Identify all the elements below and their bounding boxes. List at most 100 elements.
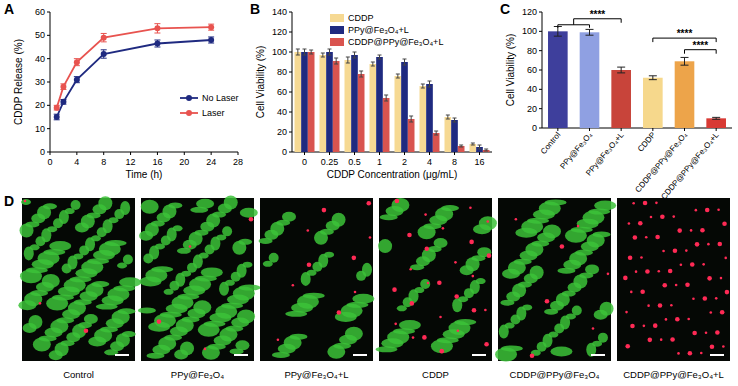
cell-dead bbox=[410, 301, 415, 306]
error-cap bbox=[353, 58, 357, 59]
cell-dead bbox=[625, 344, 630, 349]
error-bar bbox=[296, 49, 300, 55]
bar bbox=[451, 120, 458, 152]
bar bbox=[401, 62, 408, 152]
error-bar bbox=[309, 50, 313, 54]
significance-bracket bbox=[558, 19, 621, 28]
cell-dead bbox=[560, 244, 565, 249]
bar bbox=[301, 52, 308, 152]
cell-dead bbox=[395, 199, 400, 204]
cell-dead bbox=[437, 280, 442, 285]
legend-marker bbox=[186, 95, 192, 101]
micrograph bbox=[138, 195, 261, 361]
legend-swatch bbox=[330, 14, 344, 22]
cell-dead bbox=[484, 309, 487, 312]
micrograph-bg bbox=[498, 198, 611, 361]
error-line bbox=[411, 116, 412, 122]
error-cap bbox=[74, 58, 80, 59]
cell-dead bbox=[204, 348, 207, 351]
cell-dead bbox=[724, 257, 727, 260]
x-tick-label: CDDP@PPy@Fe₃O₄ bbox=[633, 131, 689, 195]
scale-bar bbox=[472, 354, 486, 356]
error-cap bbox=[471, 143, 475, 144]
cell-live bbox=[202, 346, 220, 360]
point bbox=[154, 41, 160, 47]
significance-label: **** bbox=[590, 9, 606, 20]
cell-dead bbox=[725, 290, 730, 295]
x-tick bbox=[716, 128, 717, 131]
cell-live bbox=[301, 272, 311, 286]
error-line bbox=[329, 49, 330, 55]
bar bbox=[420, 86, 427, 152]
cell-live bbox=[240, 208, 258, 218]
cell-live bbox=[410, 264, 424, 270]
cell-dead bbox=[392, 287, 397, 292]
cell-live bbox=[263, 261, 273, 267]
cell-live bbox=[272, 352, 290, 358]
micrograph bbox=[375, 198, 496, 361]
bar bbox=[320, 55, 327, 152]
y-tick bbox=[539, 50, 542, 51]
error-cap bbox=[478, 145, 482, 146]
cell-dead bbox=[409, 268, 412, 271]
cell-live bbox=[23, 323, 37, 333]
cell-live bbox=[177, 248, 191, 254]
error-bar bbox=[459, 145, 463, 147]
point bbox=[54, 105, 60, 111]
bar bbox=[675, 61, 695, 128]
error-cap bbox=[617, 72, 625, 73]
y-tick bbox=[47, 105, 50, 106]
error-bar bbox=[378, 55, 382, 59]
error-bar bbox=[60, 84, 66, 90]
cell-dead bbox=[687, 318, 690, 321]
error-cap bbox=[154, 33, 160, 34]
x-tick-label: 0 bbox=[47, 157, 52, 167]
x-axis-label: CDDP Concentration (μg/mL) bbox=[327, 169, 458, 180]
error-cap bbox=[459, 147, 463, 148]
error-cap bbox=[681, 57, 689, 58]
point bbox=[54, 114, 60, 120]
y-tick bbox=[289, 152, 292, 153]
error-bar bbox=[554, 27, 562, 37]
cell-dead bbox=[722, 345, 725, 348]
error-line bbox=[311, 50, 312, 54]
legend-swatch bbox=[330, 38, 344, 46]
x-tick-label: 4 bbox=[427, 157, 432, 167]
cell-dead bbox=[630, 291, 633, 294]
error-cap bbox=[321, 57, 325, 58]
bar bbox=[295, 52, 302, 152]
x-tick-label: 12 bbox=[126, 157, 136, 167]
cell-dead bbox=[366, 201, 371, 206]
micrograph bbox=[617, 198, 730, 361]
cell-live bbox=[500, 300, 514, 306]
x-tick-label: 8 bbox=[101, 157, 106, 167]
y-tick bbox=[289, 132, 292, 133]
micrograph bbox=[18, 196, 141, 361]
error-line bbox=[557, 27, 558, 37]
cell-live bbox=[140, 276, 162, 286]
y-tick-label: 50 bbox=[35, 30, 45, 40]
x-tick-label: 2 bbox=[402, 157, 407, 167]
error-bar bbox=[208, 37, 214, 43]
error-cap bbox=[478, 149, 482, 150]
x-tick-label: 0.5 bbox=[348, 157, 361, 167]
error-cap bbox=[586, 35, 594, 36]
error-line bbox=[372, 62, 373, 66]
cell-dead bbox=[660, 338, 663, 341]
x-tick bbox=[684, 128, 685, 131]
x-tick bbox=[238, 152, 239, 155]
cell-live bbox=[565, 229, 587, 243]
error-cap bbox=[371, 66, 375, 67]
significance-label: **** bbox=[693, 40, 709, 51]
error-bar bbox=[453, 118, 457, 122]
cell-dead bbox=[717, 242, 722, 247]
x-tick-label: 20 bbox=[179, 157, 189, 167]
cell-live bbox=[174, 349, 188, 359]
micrograph-label: CDDP@PPy@Fe₃O₄+L bbox=[623, 369, 724, 380]
point bbox=[208, 24, 214, 30]
x-tick bbox=[211, 152, 212, 155]
error-cap bbox=[459, 145, 463, 146]
error-bar bbox=[74, 59, 80, 66]
cell-dead bbox=[424, 246, 429, 251]
cell-dead bbox=[705, 331, 708, 334]
